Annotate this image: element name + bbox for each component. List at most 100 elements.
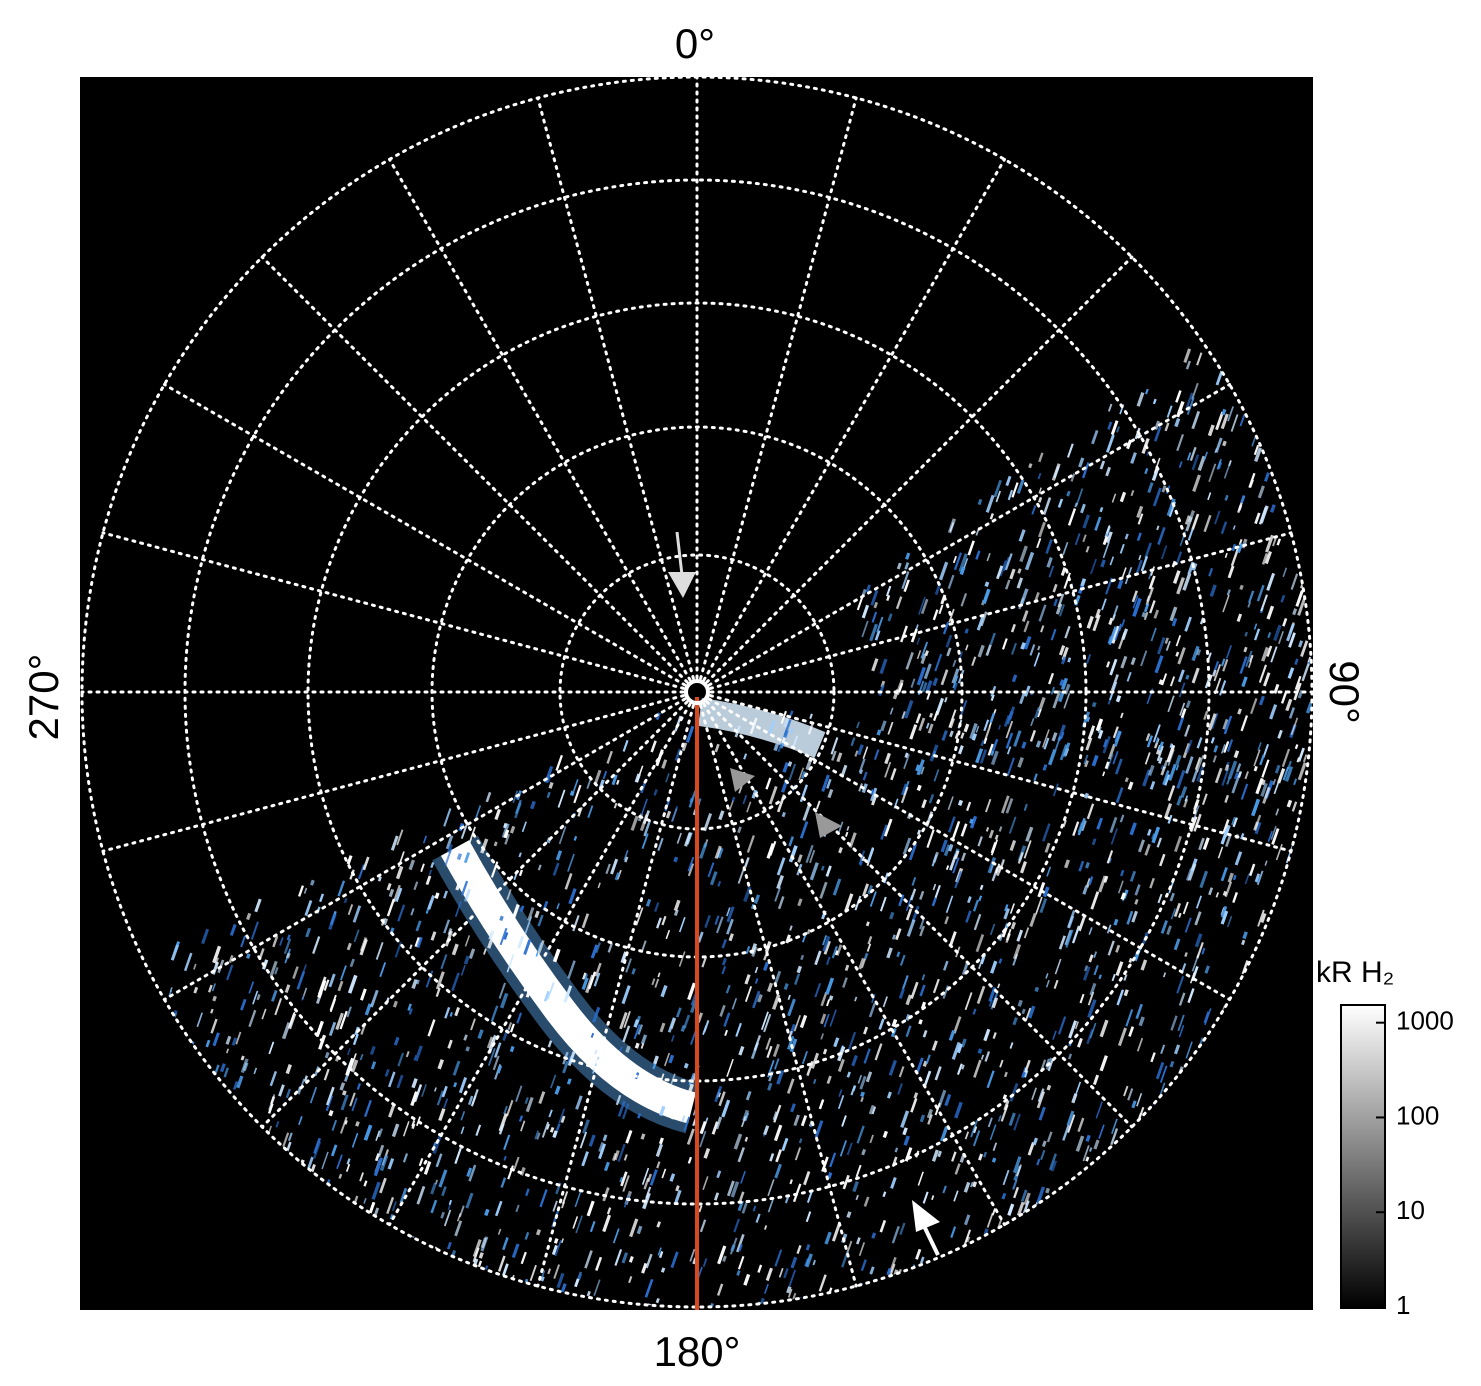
emission-streak	[1290, 573, 1299, 590]
emission-streak	[1189, 972, 1196, 984]
emission-streak	[664, 1052, 671, 1067]
emission-streak	[1045, 1187, 1051, 1194]
emission-streak	[589, 1220, 596, 1233]
emission-streak	[1259, 754, 1265, 766]
emission-streak	[922, 1060, 928, 1067]
emission-streak	[831, 945, 838, 959]
emission-streak	[731, 997, 738, 1010]
emission-streak	[1017, 568, 1022, 574]
emission-streak	[944, 696, 948, 703]
emission-streak	[1224, 764, 1230, 772]
emission-streak	[1058, 935, 1066, 950]
emission-streak	[655, 712, 661, 721]
emission-streak	[413, 1084, 423, 1103]
emission-streak	[714, 915, 720, 925]
emission-streak	[511, 943, 517, 955]
emission-streak	[1150, 627, 1157, 642]
emission-streak	[513, 951, 523, 971]
emission-streak	[509, 825, 516, 834]
emission-streak	[1081, 820, 1087, 832]
emission-streak	[980, 1054, 985, 1060]
emission-streak	[1012, 1156, 1022, 1174]
emission-streak	[1282, 618, 1288, 627]
colorbar-title: kR H₂	[1316, 956, 1394, 989]
emission-streak	[1107, 940, 1115, 956]
emission-streak	[859, 1075, 867, 1090]
emission-streak	[1077, 1117, 1085, 1133]
emission-streak	[1140, 650, 1148, 667]
emission-streak	[674, 1189, 682, 1203]
emission-streak	[1042, 886, 1050, 898]
emission-streak	[822, 1048, 828, 1055]
emission-streak	[233, 1081, 239, 1090]
emission-streak	[494, 1200, 503, 1217]
emission-streak	[435, 971, 445, 990]
emission-streak	[953, 1190, 959, 1202]
emission-streak	[814, 950, 822, 966]
emission-streak	[941, 730, 948, 742]
emission-streak	[518, 852, 522, 858]
emission-streak	[1173, 1044, 1181, 1055]
emission-streak	[590, 1032, 595, 1038]
emission-streak	[470, 1018, 476, 1031]
emission-streak	[328, 1021, 337, 1037]
emission-streak	[827, 1171, 833, 1179]
emission-streak	[862, 771, 868, 781]
emission-streak	[917, 1171, 924, 1186]
emission-streak	[978, 1153, 984, 1161]
emission-streak	[932, 883, 937, 891]
emission-streak	[978, 895, 983, 902]
emission-streak	[990, 750, 995, 756]
emission-streak	[800, 954, 805, 961]
emission-streak	[1227, 872, 1234, 883]
emission-streak	[871, 611, 878, 623]
emission-streak	[478, 1252, 484, 1259]
emission-streak	[1021, 741, 1027, 749]
emission-streak	[960, 852, 967, 862]
emission-streak	[397, 1052, 405, 1067]
emission-streak	[1118, 626, 1122, 632]
emission-streak	[787, 761, 793, 767]
emission-streak	[1183, 798, 1189, 808]
emission-streak	[715, 916, 724, 934]
emission-streak	[646, 1173, 653, 1183]
emission-streak	[516, 1012, 523, 1024]
emission-streak	[1048, 748, 1057, 766]
emission-streak	[767, 1082, 773, 1091]
emission-streak	[931, 1149, 939, 1162]
emission-streak	[752, 1205, 757, 1212]
emission-streak	[1203, 514, 1212, 533]
emission-streak	[1158, 679, 1164, 685]
emission-streak	[515, 1085, 523, 1102]
emission-streak	[1156, 837, 1162, 848]
emission-streak	[477, 1260, 483, 1268]
emission-streak	[657, 837, 664, 851]
emission-streak	[396, 829, 404, 846]
emission-streak	[1010, 642, 1017, 655]
emission-streak	[1192, 474, 1201, 492]
emission-streak	[1254, 447, 1263, 463]
emission-streak	[796, 965, 802, 974]
emission-streak	[1195, 895, 1202, 909]
emission-streak	[988, 986, 997, 1002]
emission-streak	[1100, 559, 1106, 568]
emission-streak	[676, 832, 682, 844]
emission-streak	[443, 919, 451, 934]
emission-streak	[858, 1242, 866, 1257]
emission-streak	[1239, 584, 1244, 591]
emission-streak	[951, 820, 961, 840]
emission-streak	[1154, 426, 1162, 442]
emission-streak	[921, 974, 926, 981]
emission-streak	[1198, 837, 1205, 851]
emission-streak	[1099, 506, 1104, 513]
emission-streak	[454, 1007, 460, 1017]
emission-streak	[765, 777, 772, 790]
emission-streak	[480, 838, 489, 854]
emission-streak	[1260, 594, 1268, 612]
emission-streak	[274, 967, 279, 975]
emission-streak	[1053, 465, 1060, 479]
emission-streak	[703, 812, 713, 832]
emission-streak	[279, 937, 284, 946]
emission-streak	[743, 1273, 751, 1286]
emission-streak	[1020, 1189, 1028, 1202]
